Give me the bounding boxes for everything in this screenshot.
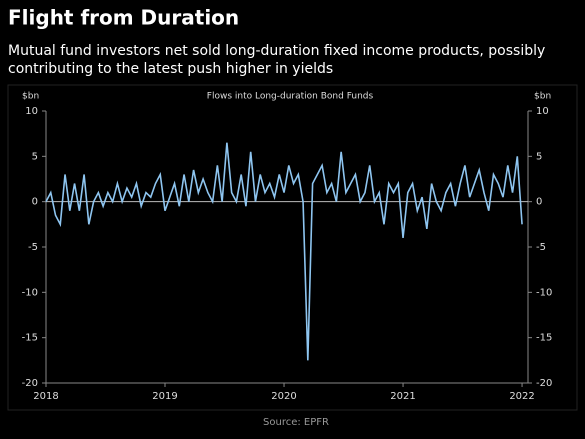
y-tick-label: 0 <box>32 197 38 208</box>
y-tick-label: 5 <box>32 151 38 162</box>
y2-tick-label: -10 <box>536 287 552 298</box>
y2-tick-label: 5 <box>536 151 542 162</box>
x-tick-label: 2021 <box>390 391 415 402</box>
y-tick-label: -5 <box>28 242 38 253</box>
plot-panel <box>7 84 578 411</box>
line-series <box>45 142 523 361</box>
y2-tick-label: 0 <box>536 197 542 208</box>
y2-tick-label: -5 <box>536 242 546 253</box>
x-tick-label: 2018 <box>33 391 58 402</box>
y-label: $bn <box>22 92 39 102</box>
source: Source: EPFR <box>263 417 329 428</box>
y2-tick-label: -20 <box>536 378 552 389</box>
x-tick-label: 2022 <box>509 391 534 402</box>
y2-label: $bn <box>534 92 551 102</box>
y-tick-label: -20 <box>22 378 38 389</box>
y-tick-label: -10 <box>22 287 38 298</box>
y2-tick-label: -15 <box>536 333 552 344</box>
y-tick-label: -15 <box>22 333 38 344</box>
y-tick-label: 10 <box>25 106 38 117</box>
x-tick-label: 2019 <box>152 391 177 402</box>
subtitle: Mutual fund investors net sold long-dura… <box>8 43 546 77</box>
x-tick-label: 2020 <box>271 391 296 402</box>
inner-title: Flows into Long-duration Bond Funds <box>207 92 374 102</box>
y2-tick-label: 10 <box>536 106 549 117</box>
chart-title: Flight from Duration <box>8 6 239 30</box>
